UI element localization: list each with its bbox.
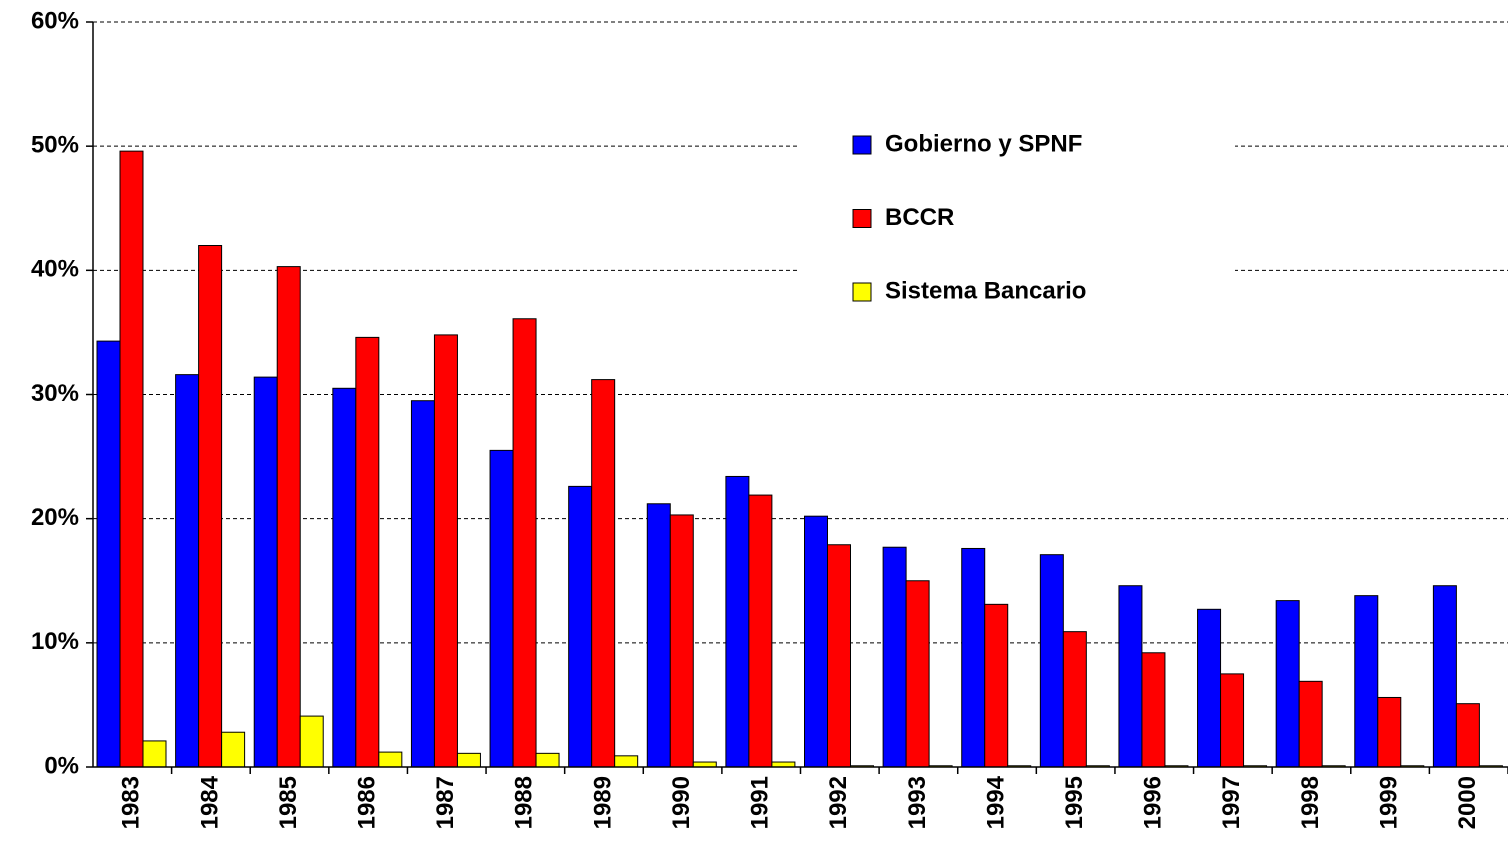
- bar: [1197, 608, 1222, 768]
- bar: [96, 340, 121, 768]
- bar: [253, 376, 278, 768]
- bar: [535, 752, 560, 768]
- bar: [1298, 680, 1323, 768]
- x-tick-label: 1993: [904, 776, 931, 829]
- y-tick-label: 20%: [31, 504, 79, 531]
- bar: [221, 731, 246, 768]
- x-tick-label: 1989: [589, 776, 616, 829]
- bar: [748, 494, 773, 768]
- legend-label: BCCR: [885, 204, 954, 231]
- y-tick-label: 60%: [31, 7, 79, 34]
- bar: [961, 547, 986, 768]
- x-tick-label: 1986: [353, 776, 380, 829]
- y-tick-label: 50%: [31, 132, 79, 159]
- x-tick-label: 1992: [825, 776, 852, 829]
- x-tick-label: 1984: [196, 775, 223, 829]
- bar: [1118, 585, 1143, 768]
- bar: [1039, 554, 1064, 768]
- bar: [142, 740, 167, 768]
- legend: Gobierno y SPNF BCCR Sistema Bancario: [800, 112, 1235, 312]
- y-tick-label: 10%: [31, 628, 79, 655]
- x-tick-label: 1985: [275, 776, 302, 829]
- legend-label: Sistema Bancario: [885, 277, 1086, 304]
- x-tick-label: 1990: [668, 776, 695, 829]
- bar: [175, 374, 200, 768]
- x-tick-label: 1996: [1140, 776, 1167, 829]
- bar: [410, 400, 435, 768]
- x-tick-label: 1995: [1061, 776, 1088, 829]
- bar: [1455, 703, 1480, 768]
- bar: [1354, 595, 1379, 768]
- bar: [1432, 585, 1457, 768]
- bar: [456, 752, 481, 768]
- x-tick-label: 1988: [511, 776, 538, 829]
- bar: [198, 245, 223, 768]
- bar: [669, 514, 694, 768]
- x-tick-label: 1999: [1375, 776, 1402, 829]
- legend-box: [800, 112, 1235, 312]
- x-tick-label: 1987: [432, 776, 459, 829]
- bar: [489, 449, 514, 768]
- bar: [1275, 600, 1300, 768]
- x-tick-label: 1991: [747, 776, 774, 829]
- x-tick-label: 1983: [118, 776, 145, 829]
- bar: [568, 485, 593, 768]
- y-tick-label: 0%: [44, 752, 79, 779]
- bar: [276, 266, 301, 768]
- bar: [1141, 652, 1166, 768]
- bar: [827, 544, 851, 768]
- bar: [725, 475, 750, 768]
- bar: [882, 546, 907, 768]
- bar: [1220, 673, 1245, 768]
- x-tick-label: 1997: [1218, 776, 1245, 829]
- bar: [512, 318, 537, 768]
- bar: [119, 150, 144, 768]
- x-tick-label: 1998: [1297, 776, 1324, 829]
- bar: [591, 379, 616, 768]
- bar: [905, 580, 930, 768]
- bar: [646, 503, 671, 768]
- bar: [984, 603, 1009, 768]
- bar: [1377, 696, 1402, 768]
- bar: [433, 334, 458, 768]
- bar: [614, 755, 639, 768]
- y-tick-label: 40%: [31, 256, 79, 283]
- bar: [332, 387, 357, 768]
- y-tick-label: 30%: [31, 380, 79, 407]
- legend-swatch: [852, 135, 872, 155]
- legend-label: Gobierno y SPNF: [885, 130, 1082, 157]
- bar: [355, 336, 380, 768]
- x-tick-label: 2000: [1454, 776, 1481, 829]
- legend-swatch: [852, 209, 872, 228]
- x-tick-label: 1994: [982, 775, 1009, 829]
- bar: [804, 515, 828, 768]
- bar: [299, 715, 324, 768]
- legend-swatch: [852, 282, 872, 302]
- bar: [1062, 631, 1087, 768]
- bar: [378, 751, 403, 768]
